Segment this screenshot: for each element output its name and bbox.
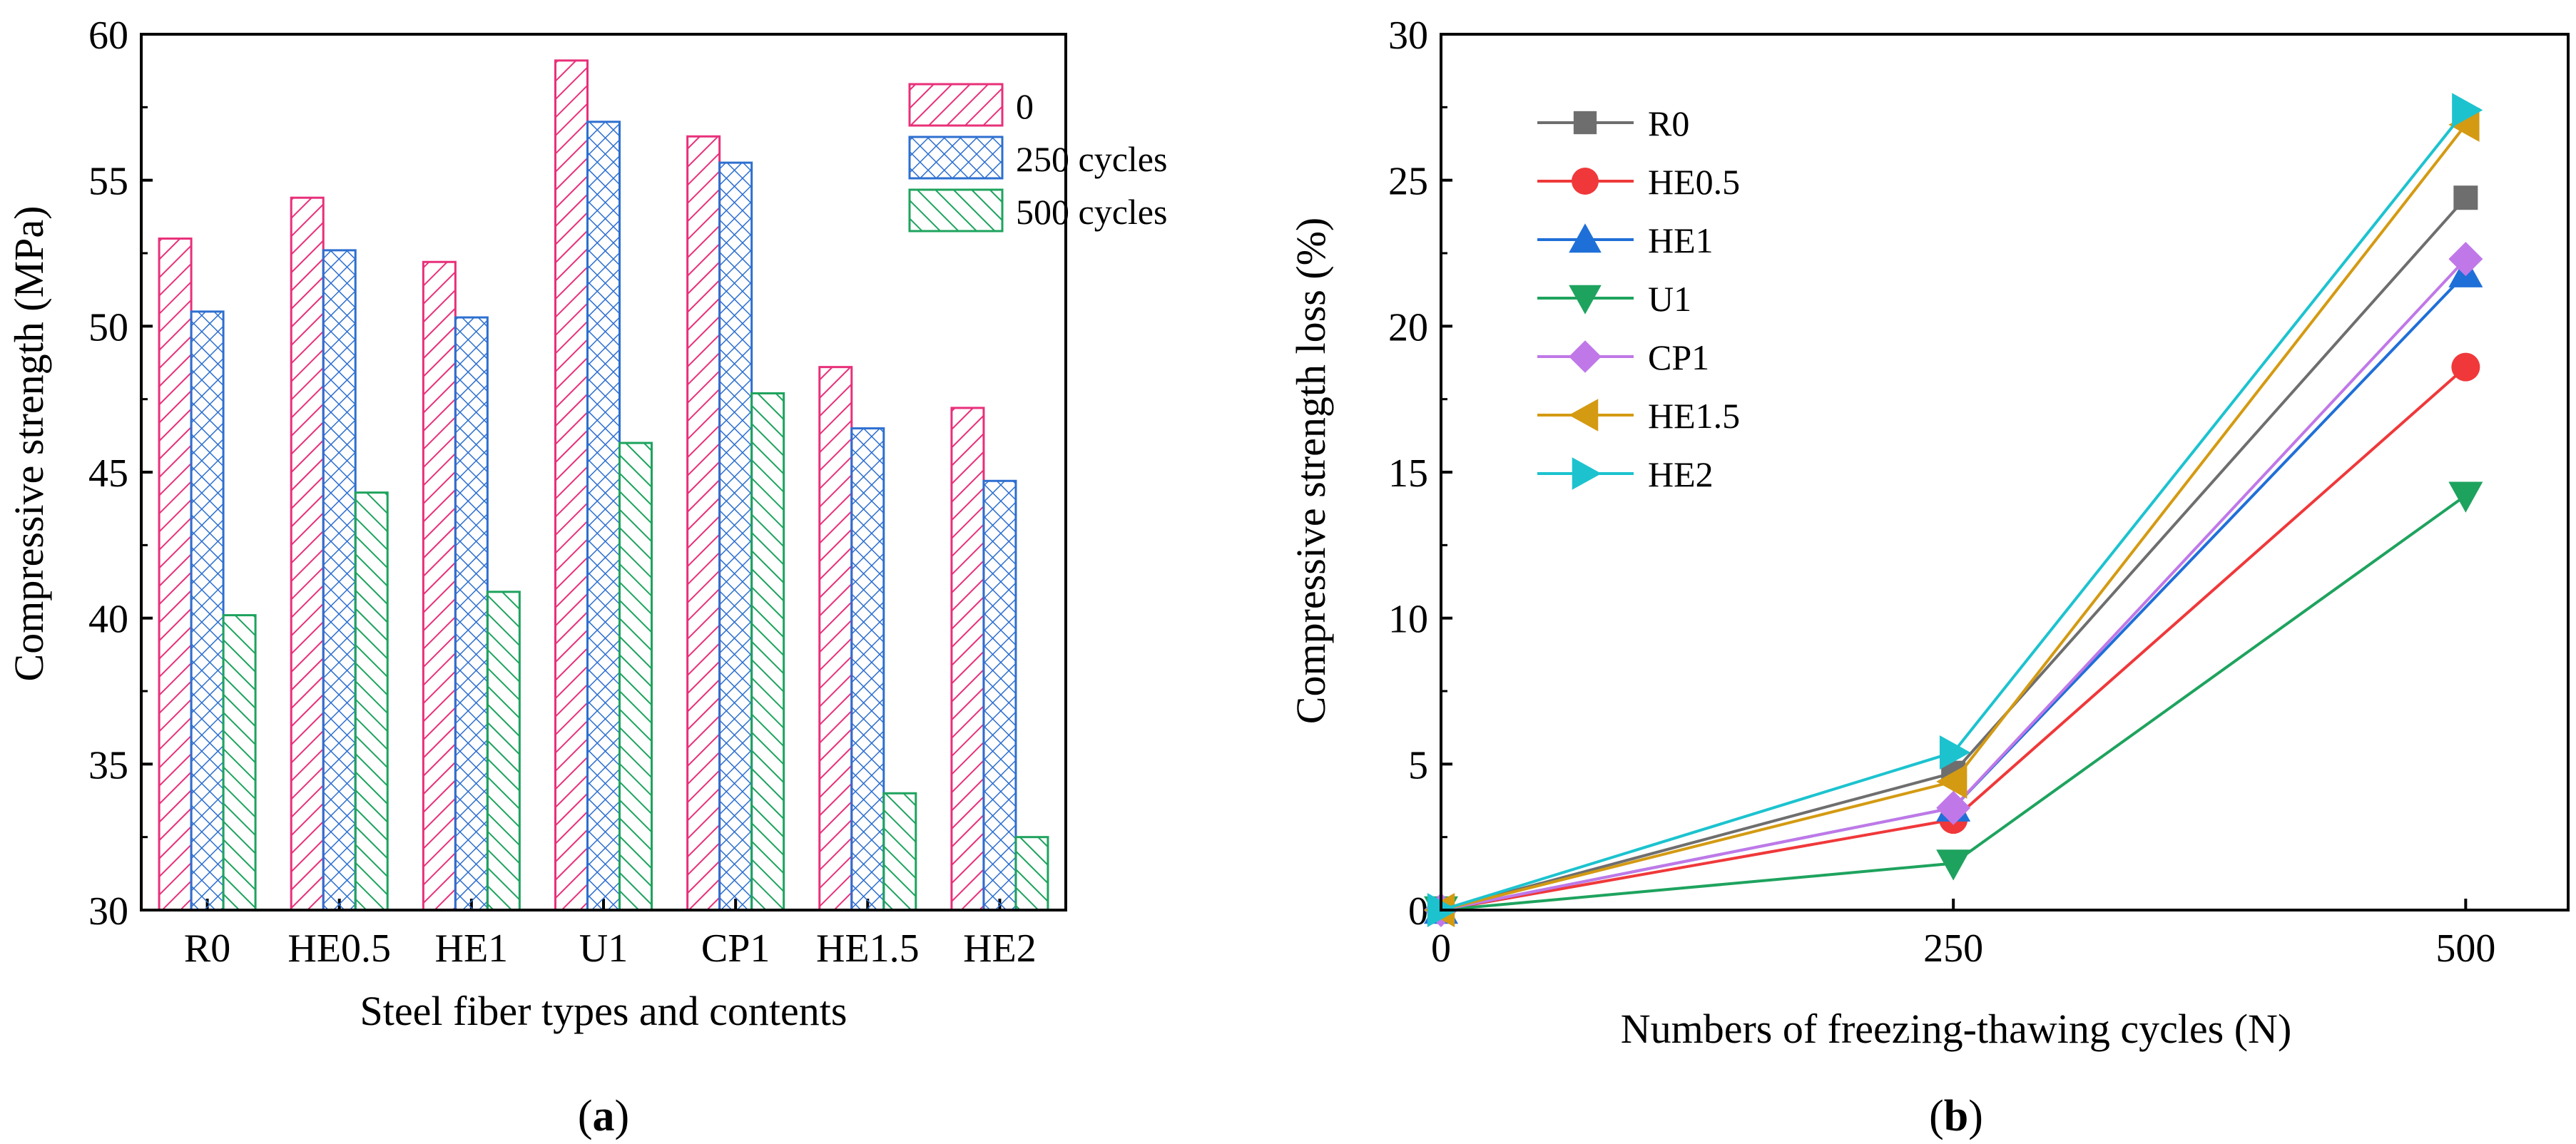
y-tick-label: 10 <box>1388 598 1428 642</box>
y-tick-label: 5 <box>1408 743 1428 787</box>
marker-triangle-right <box>2452 93 2483 128</box>
bar <box>554 59 589 911</box>
bar-chart-legend: 0 250 cycles 500 cycles <box>908 83 1167 233</box>
bar <box>818 366 853 911</box>
marker-triangle-left <box>1569 399 1599 431</box>
legend-label: 250 cycles <box>1016 139 1167 179</box>
bar-chart-y-axis-label: Compressive strength (MPa) <box>6 206 52 682</box>
bar-chart-plot-frame <box>140 33 1067 911</box>
bar-chart-y-ticks: 30 35 40 45 50 55 60 <box>88 14 153 934</box>
x-tick-label: HE1.5 <box>816 926 920 971</box>
bar-chart-x-axis-label: Steel fiber types and contents <box>360 988 847 1034</box>
legend-label: CP1 <box>1648 337 1709 377</box>
x-tick-label: HE1 <box>435 926 509 971</box>
legend-label: U1 <box>1648 279 1691 319</box>
bar <box>1014 836 1049 911</box>
bar <box>718 161 753 911</box>
legend-label: HE1.5 <box>1648 396 1740 436</box>
legend-label: R0 <box>1648 103 1689 143</box>
x-tick-label: 250 <box>1923 926 1983 971</box>
x-tick-label: U1 <box>579 926 628 971</box>
marker-diamond <box>2448 242 2483 277</box>
bar <box>222 614 257 911</box>
x-tick-label: HE2 <box>963 926 1037 971</box>
y-tick-label: 30 <box>88 889 128 934</box>
legend-swatch <box>908 83 1004 127</box>
x-tick-label: HE0.5 <box>287 926 391 971</box>
marker-triangle-right <box>1939 735 1971 770</box>
bar-chart-panel-label: (a) <box>578 1092 629 1140</box>
bar <box>586 121 621 911</box>
marker-triangle-up <box>1569 223 1602 253</box>
bar-chart-bars <box>158 59 1049 911</box>
y-tick-label: 55 <box>88 160 128 204</box>
marker-square <box>1573 111 1597 135</box>
bar <box>618 441 653 911</box>
line-chart-legend: R0 HE0.5 HE1 U1 CP1 HE1.5 HE2 <box>1537 103 1740 494</box>
bar <box>950 407 985 911</box>
bar-chart-x-ticks: R0 HE0.5 HE1 U1 CP1 HE1.5 HE2 <box>184 899 1037 971</box>
bar <box>290 196 325 911</box>
bar-chart-panel: Compressive strength (MPa) Steel fiber t… <box>6 14 1167 1140</box>
bar <box>882 792 917 911</box>
y-tick-label: 45 <box>88 451 128 496</box>
y-tick-label: 15 <box>1388 451 1428 496</box>
x-tick-label: 500 <box>2435 926 2495 971</box>
marker-triangle-down <box>1936 849 1971 881</box>
bar <box>454 316 489 911</box>
line-chart-panel: Compressive strength loss (%) Numbers of… <box>1288 14 2570 1140</box>
x-tick-label: CP1 <box>701 926 770 971</box>
marker-circle <box>1572 168 1599 195</box>
y-tick-label: 40 <box>88 598 128 642</box>
bar <box>158 238 193 911</box>
y-tick-label: 0 <box>1408 889 1428 934</box>
line-chart-x-axis-label: Numbers of freezing-thawing cycles (N) <box>1621 1006 2292 1052</box>
series-line <box>1440 494 2467 911</box>
legend-swatch <box>908 136 1004 180</box>
legend-label: HE2 <box>1648 454 1714 494</box>
bar <box>850 427 885 911</box>
line-chart-plot-frame <box>1440 33 2570 911</box>
marker-circle <box>2451 352 2480 382</box>
line-chart-x-ticks: 0 250 500 <box>1431 899 2495 971</box>
bar <box>422 260 457 911</box>
legend-label: 0 <box>1016 86 1034 126</box>
bar <box>322 249 357 911</box>
line-chart-y-axis-label: Compressive strength loss (%) <box>1288 218 1334 724</box>
line-chart-series <box>1424 93 2483 927</box>
marker-triangle-left <box>1936 764 1967 799</box>
marker-triangle-right <box>1572 457 1602 490</box>
y-tick-label: 25 <box>1388 160 1428 204</box>
line-chart-panel-label: (b) <box>1929 1092 1983 1140</box>
y-tick-label: 30 <box>1388 14 1428 58</box>
marker-triangle-down <box>1569 285 1602 315</box>
bar <box>190 310 225 911</box>
bar <box>686 135 721 911</box>
x-tick-label: R0 <box>184 926 230 971</box>
marker-triangle-down <box>2448 481 2483 513</box>
line-chart-y-ticks: 0 5 10 15 20 25 30 <box>1388 14 1452 934</box>
marker-square <box>2453 185 2478 210</box>
legend-label: 500 cycles <box>1016 192 1167 232</box>
x-tick-label: 0 <box>1431 926 1451 971</box>
y-tick-label: 20 <box>1388 305 1428 349</box>
y-tick-label: 35 <box>88 743 128 787</box>
legend-swatch <box>908 188 1004 233</box>
bar <box>486 591 521 911</box>
bar <box>354 491 389 911</box>
bar <box>750 392 785 911</box>
marker-diamond <box>1569 340 1602 373</box>
bar <box>982 479 1017 911</box>
y-tick-label: 50 <box>88 305 128 349</box>
legend-label: HE0.5 <box>1648 162 1740 202</box>
marker-diamond <box>1936 790 1971 825</box>
y-tick-label: 60 <box>88 14 128 58</box>
legend-label: HE1 <box>1648 220 1714 260</box>
